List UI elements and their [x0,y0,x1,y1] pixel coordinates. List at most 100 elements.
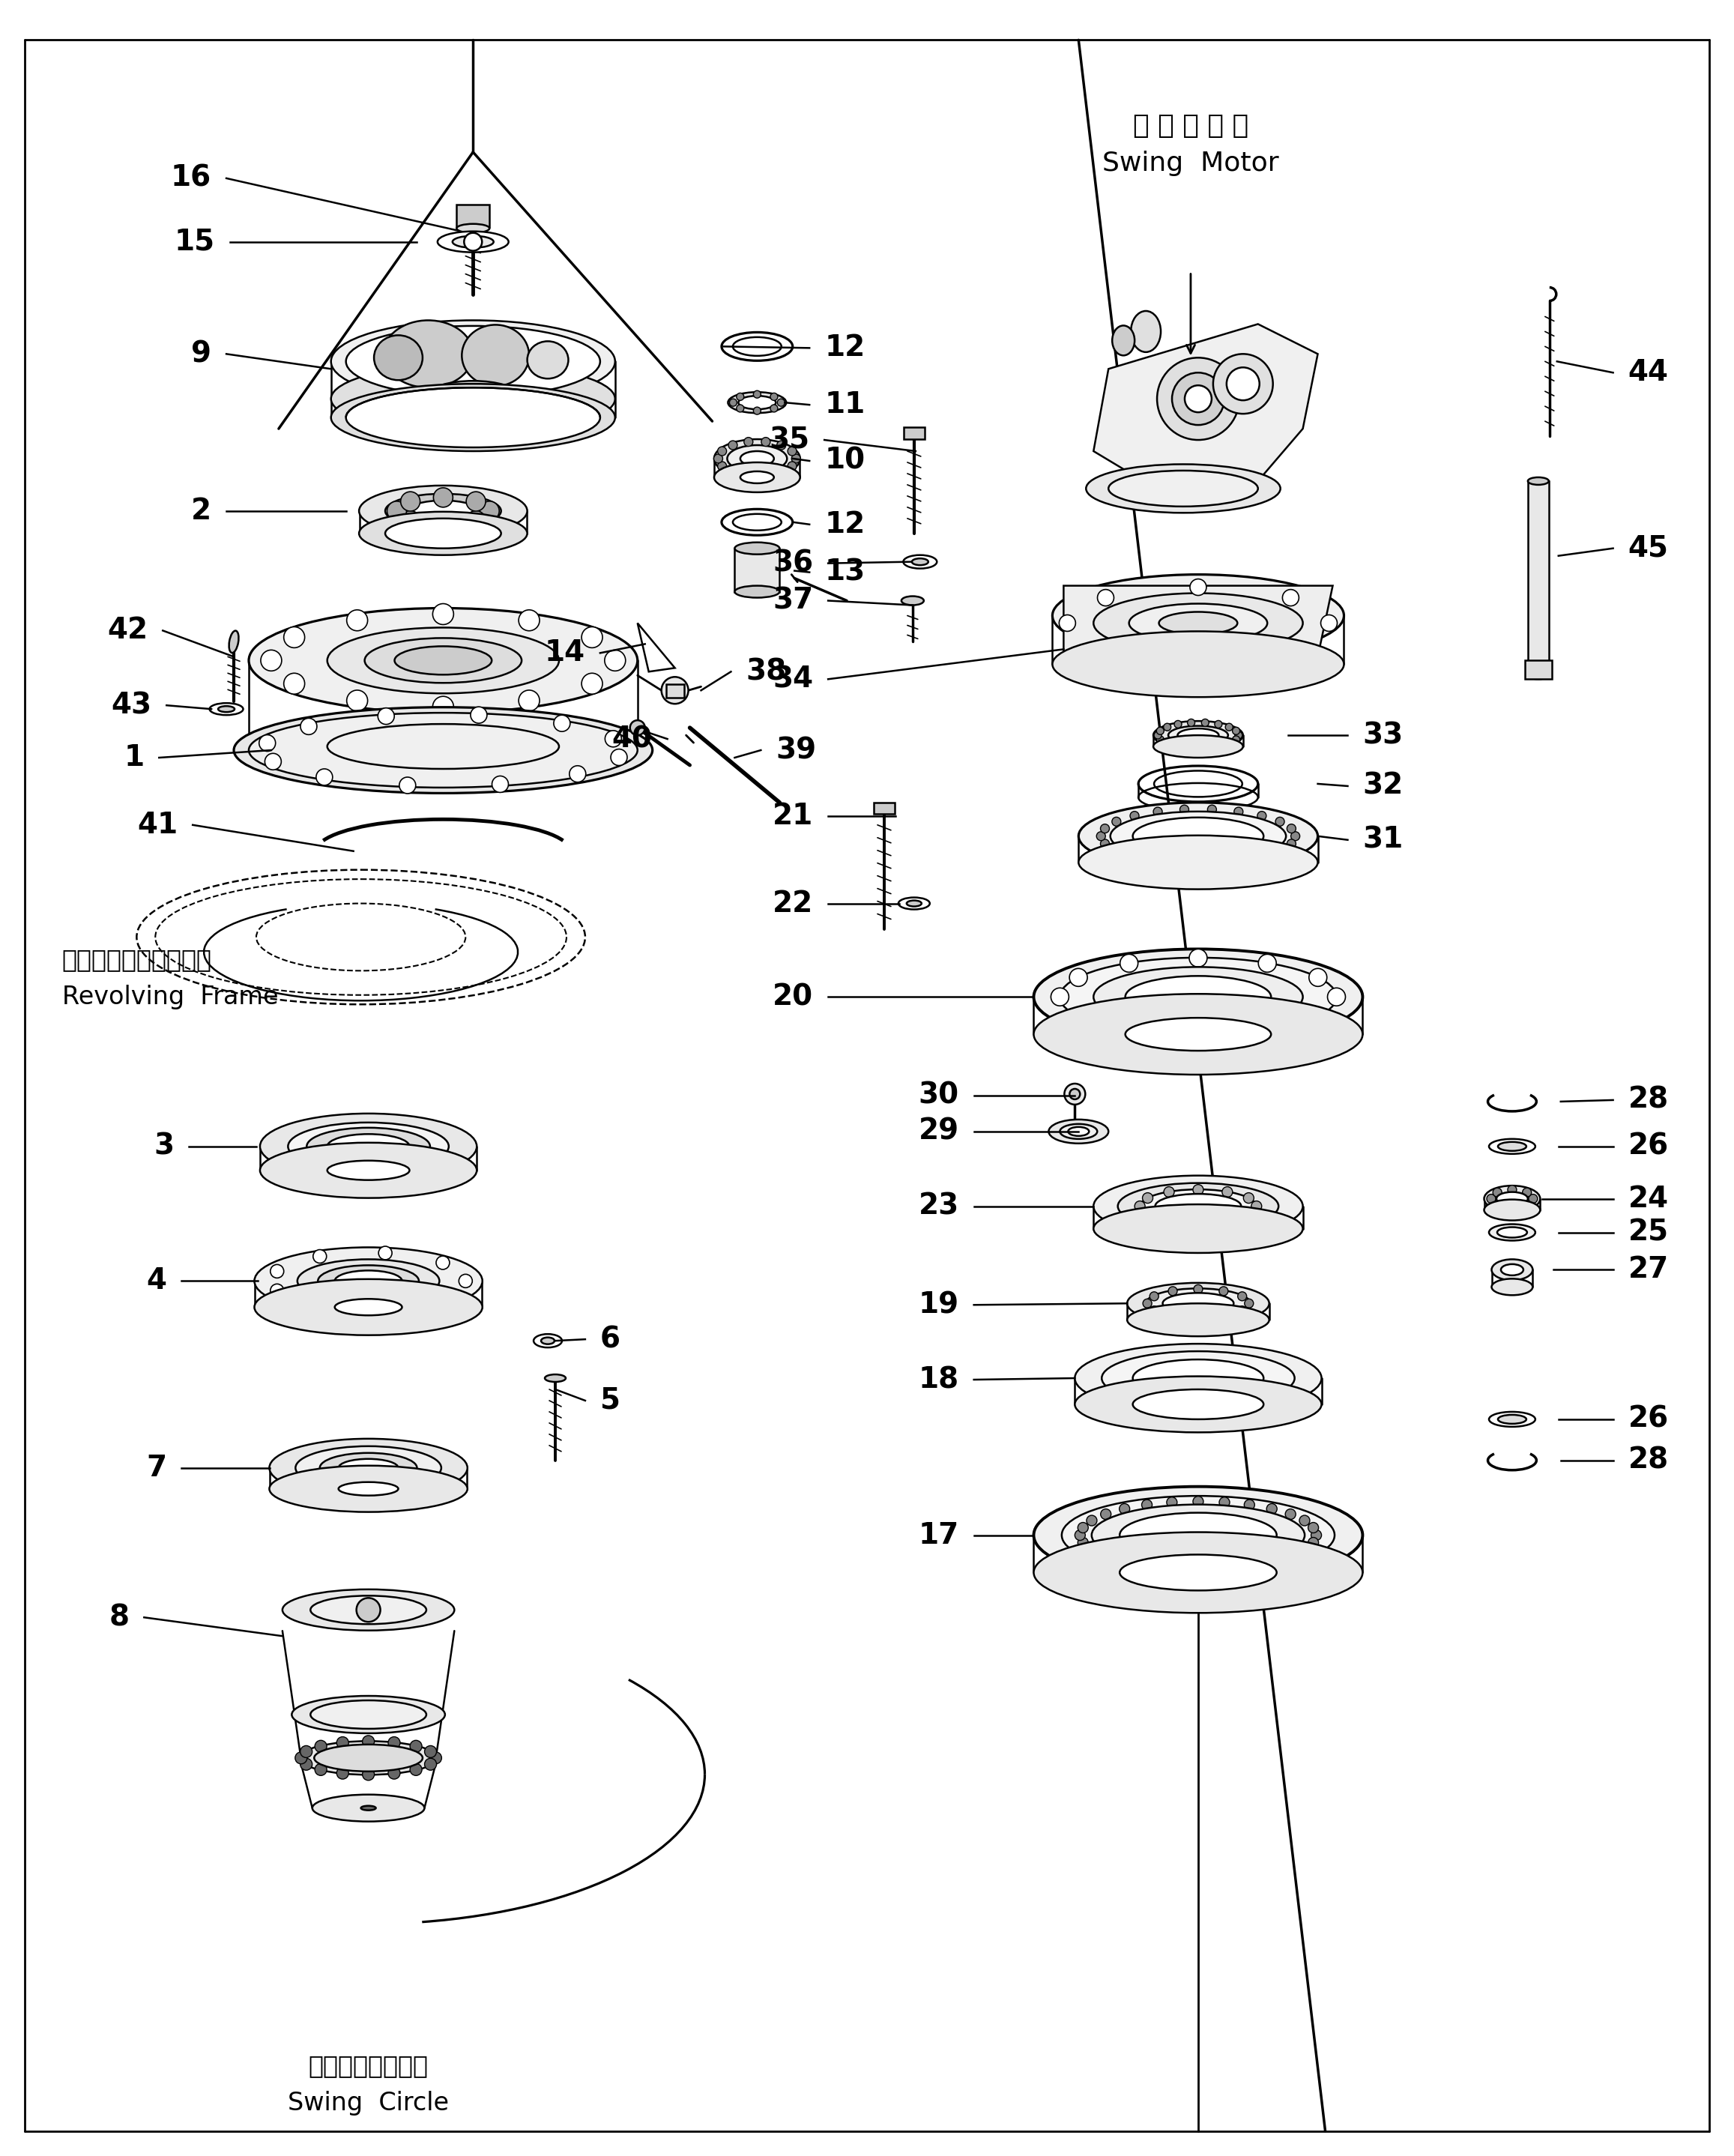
Ellipse shape [218,705,234,711]
Text: 28: 28 [1628,1447,1668,1475]
Circle shape [378,1302,392,1315]
Circle shape [518,690,539,711]
Circle shape [737,405,744,412]
Circle shape [1287,824,1295,832]
Circle shape [1120,955,1138,972]
Ellipse shape [740,451,773,466]
Circle shape [314,1298,326,1313]
Circle shape [347,690,368,711]
Circle shape [336,1738,349,1749]
Text: 19: 19 [919,1291,959,1319]
Circle shape [1193,1285,1203,1294]
Ellipse shape [1132,1360,1264,1397]
Text: 24: 24 [1628,1184,1668,1214]
Circle shape [1193,1313,1203,1322]
Circle shape [1309,1007,1327,1026]
Ellipse shape [1118,1184,1278,1229]
Circle shape [737,392,744,401]
Ellipse shape [1120,1514,1276,1557]
Ellipse shape [1491,1279,1533,1296]
Ellipse shape [1169,727,1228,744]
Circle shape [347,610,368,632]
Circle shape [1179,858,1190,867]
Text: 10: 10 [824,446,865,474]
Circle shape [1190,949,1207,968]
Ellipse shape [317,1266,420,1296]
Circle shape [399,776,416,793]
Circle shape [1283,589,1299,606]
Circle shape [605,649,626,671]
Circle shape [1164,1216,1174,1227]
Ellipse shape [898,897,929,910]
Ellipse shape [541,1337,555,1343]
Circle shape [569,765,586,783]
Ellipse shape [395,647,492,675]
Circle shape [1051,987,1068,1007]
Circle shape [1193,1184,1203,1194]
Circle shape [777,440,786,451]
Circle shape [518,610,539,632]
Ellipse shape [1131,310,1160,351]
Ellipse shape [359,485,527,537]
Ellipse shape [728,392,786,414]
Ellipse shape [735,586,780,597]
Text: 38: 38 [746,658,787,686]
Circle shape [1276,817,1285,826]
Text: 25: 25 [1628,1218,1668,1246]
Circle shape [435,1291,449,1307]
Circle shape [1311,1531,1321,1539]
Circle shape [1193,1218,1203,1229]
Circle shape [492,776,508,793]
Circle shape [1169,1311,1177,1319]
Circle shape [265,752,281,770]
Ellipse shape [1132,1388,1264,1419]
Circle shape [1098,640,1113,658]
Circle shape [1233,735,1240,744]
Circle shape [1101,824,1110,832]
Text: 5: 5 [600,1386,621,1414]
Ellipse shape [1498,1414,1526,1423]
Circle shape [434,604,454,625]
Text: Revolving  Frame: Revolving Frame [62,985,277,1009]
Ellipse shape [1528,476,1548,485]
Ellipse shape [1484,1199,1540,1220]
Circle shape [1238,1307,1247,1315]
Circle shape [1188,718,1195,727]
Ellipse shape [1033,994,1363,1074]
Circle shape [629,720,645,735]
Ellipse shape [255,1279,482,1335]
Circle shape [1307,1522,1318,1533]
Circle shape [1235,731,1242,740]
Circle shape [1259,955,1276,972]
Ellipse shape [361,1807,376,1811]
Text: 43: 43 [111,692,151,720]
Text: 39: 39 [775,735,817,765]
Ellipse shape [740,472,773,483]
Circle shape [1098,589,1113,606]
Circle shape [258,735,276,750]
Text: 15: 15 [175,229,215,257]
Circle shape [378,707,394,724]
Circle shape [1235,856,1243,865]
Circle shape [1101,839,1110,847]
Circle shape [362,1736,375,1749]
Circle shape [357,1598,380,1621]
Ellipse shape [310,1595,427,1623]
Ellipse shape [1177,729,1219,742]
Ellipse shape [255,1248,482,1315]
Text: 32: 32 [1363,772,1403,800]
Ellipse shape [1033,1485,1363,1585]
Ellipse shape [1033,1533,1363,1613]
Circle shape [1226,722,1233,731]
Circle shape [1141,1561,1151,1572]
Text: 36: 36 [773,550,813,578]
Circle shape [314,1250,326,1263]
Ellipse shape [1498,1143,1526,1151]
Circle shape [1070,1089,1080,1100]
Circle shape [1134,1201,1144,1212]
Ellipse shape [714,461,799,492]
Ellipse shape [338,1460,399,1477]
Circle shape [1190,580,1207,595]
Circle shape [787,446,796,455]
Circle shape [1202,744,1209,752]
